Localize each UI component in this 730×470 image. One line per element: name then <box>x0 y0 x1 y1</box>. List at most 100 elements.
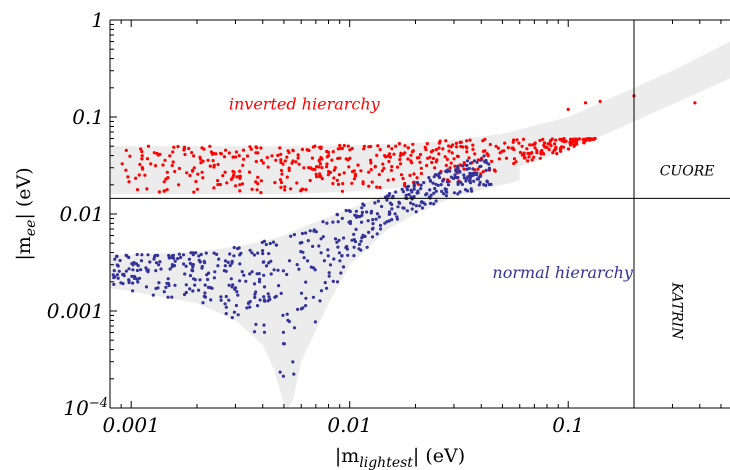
data-point <box>330 158 334 162</box>
data-point <box>528 143 532 147</box>
data-point <box>170 295 174 299</box>
data-point <box>166 277 170 281</box>
data-point <box>228 264 232 268</box>
data-point <box>321 235 325 239</box>
data-point <box>140 154 144 158</box>
data-point <box>188 287 192 291</box>
data-point <box>134 176 138 180</box>
data-point <box>454 141 458 145</box>
data-point <box>386 144 391 148</box>
data-point <box>433 166 437 170</box>
data-point <box>335 280 340 284</box>
data-point <box>418 160 422 164</box>
data-point <box>237 246 241 250</box>
data-point <box>581 138 585 142</box>
data-point <box>161 163 165 167</box>
data-point <box>382 166 386 170</box>
data-point <box>452 157 456 161</box>
data-point <box>117 269 121 273</box>
data-point <box>207 271 211 275</box>
data-point <box>199 161 203 165</box>
data-point <box>131 281 135 285</box>
data-point <box>259 146 263 150</box>
data-point <box>467 166 471 171</box>
inverted-band <box>110 41 730 195</box>
data-point <box>504 156 509 160</box>
data-point <box>530 158 534 162</box>
data-point <box>433 186 437 191</box>
x-axis-label: |mlightest| (eV) <box>335 445 465 470</box>
data-point <box>163 158 167 162</box>
data-point <box>124 269 128 273</box>
data-point <box>432 175 436 179</box>
data-point <box>479 158 483 162</box>
data-point <box>390 147 394 151</box>
data-point <box>418 152 423 157</box>
data-point <box>472 171 476 175</box>
data-point <box>217 257 221 261</box>
frame-layer <box>109 19 730 409</box>
data-point <box>296 153 300 157</box>
data-point <box>369 144 373 149</box>
data-point <box>425 142 429 146</box>
data-point <box>223 259 228 263</box>
data-point <box>465 189 470 193</box>
data-point <box>492 168 496 172</box>
data-point <box>548 139 553 143</box>
data-point <box>168 267 172 271</box>
data-point <box>153 164 158 168</box>
data-point <box>389 168 393 172</box>
data-point <box>407 192 411 197</box>
data-point <box>401 152 405 156</box>
data-point <box>234 286 238 290</box>
data-point <box>194 179 198 184</box>
data-point <box>356 163 360 167</box>
data-point <box>273 181 277 185</box>
data-point <box>387 212 391 216</box>
data-point <box>357 242 362 246</box>
data-point <box>300 147 304 151</box>
data-point <box>291 159 295 163</box>
y-tick-label: 0.01 <box>59 202 104 226</box>
data-point <box>378 223 383 227</box>
ticks-layer <box>109 19 722 409</box>
data-point <box>228 252 232 256</box>
data-point <box>497 157 501 161</box>
data-point <box>259 179 263 183</box>
data-point <box>360 220 364 224</box>
data-point <box>462 161 466 165</box>
data-point <box>465 150 469 154</box>
points-layer <box>111 94 697 378</box>
data-point <box>446 168 450 172</box>
data-point <box>304 231 308 235</box>
data-point <box>399 173 404 177</box>
data-point <box>399 151 403 155</box>
data-point <box>360 210 364 214</box>
data-point <box>455 169 459 173</box>
data-point <box>139 147 143 151</box>
data-point <box>253 292 257 296</box>
data-point <box>418 204 422 208</box>
data-point <box>533 146 537 150</box>
data-point <box>297 267 301 271</box>
data-point <box>340 254 344 258</box>
data-point <box>212 251 216 255</box>
data-point <box>157 263 161 267</box>
data-point <box>196 172 200 176</box>
data-point <box>437 171 442 175</box>
data-point <box>177 252 181 256</box>
data-point <box>478 180 482 184</box>
data-point <box>465 163 469 167</box>
data-point <box>346 144 350 148</box>
data-point <box>269 259 273 263</box>
data-point <box>221 174 225 178</box>
data-point <box>165 188 169 192</box>
data-point <box>392 152 396 156</box>
data-point <box>279 180 284 185</box>
data-point <box>254 322 258 326</box>
data-point <box>405 209 409 213</box>
data-point <box>203 291 207 295</box>
data-point <box>481 139 485 143</box>
data-point <box>172 145 176 149</box>
data-point <box>146 144 151 148</box>
